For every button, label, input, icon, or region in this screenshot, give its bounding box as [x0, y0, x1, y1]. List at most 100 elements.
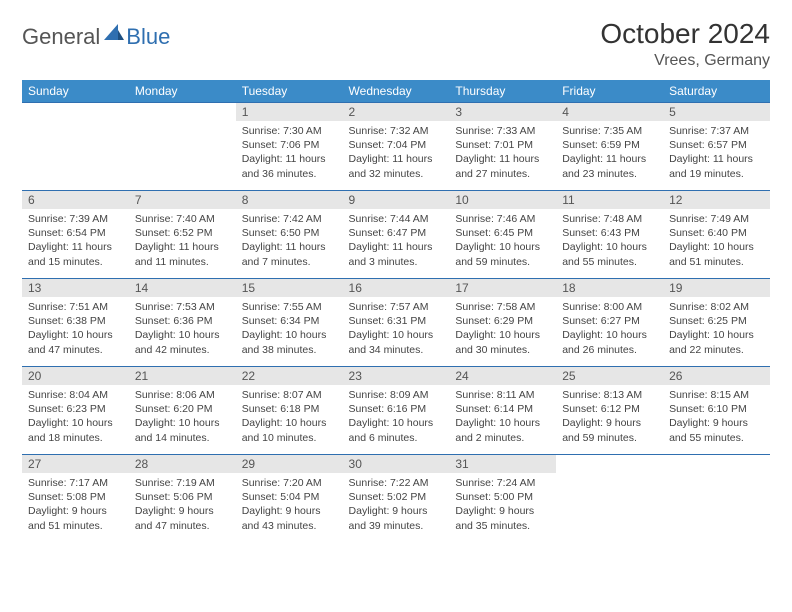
sunset-text: Sunset: 6:40 PM	[669, 226, 764, 240]
day-number: 9	[343, 191, 450, 209]
day-number: 8	[236, 191, 343, 209]
calendar-week-row: 13Sunrise: 7:51 AMSunset: 6:38 PMDayligh…	[22, 279, 770, 367]
day-details: Sunrise: 8:09 AMSunset: 6:16 PMDaylight:…	[343, 385, 450, 449]
sunrise-text: Sunrise: 7:44 AM	[349, 212, 444, 226]
sunrise-text: Sunrise: 7:24 AM	[455, 476, 550, 490]
sunset-text: Sunset: 6:27 PM	[562, 314, 657, 328]
day-number: 17	[449, 279, 556, 297]
title-block: October 2024 Vrees, Germany	[600, 18, 770, 70]
daylight-text: Daylight: 9 hours and 35 minutes.	[455, 504, 550, 532]
sunset-text: Sunset: 6:16 PM	[349, 402, 444, 416]
day-details: Sunrise: 7:46 AMSunset: 6:45 PMDaylight:…	[449, 209, 556, 273]
calendar-day-cell: 16Sunrise: 7:57 AMSunset: 6:31 PMDayligh…	[343, 279, 450, 367]
calendar-day-cell: 15Sunrise: 7:55 AMSunset: 6:34 PMDayligh…	[236, 279, 343, 367]
sunrise-text: Sunrise: 7:51 AM	[28, 300, 123, 314]
day-number: 11	[556, 191, 663, 209]
daylight-text: Daylight: 9 hours and 39 minutes.	[349, 504, 444, 532]
header: General Blue October 2024 Vrees, Germany	[22, 18, 770, 70]
daylight-text: Daylight: 10 hours and 38 minutes.	[242, 328, 337, 356]
sunset-text: Sunset: 5:08 PM	[28, 490, 123, 504]
sunrise-text: Sunrise: 7:58 AM	[455, 300, 550, 314]
day-number: 13	[22, 279, 129, 297]
sunset-text: Sunset: 6:12 PM	[562, 402, 657, 416]
calendar-day-cell: 29Sunrise: 7:20 AMSunset: 5:04 PMDayligh…	[236, 455, 343, 543]
sunset-text: Sunset: 6:31 PM	[349, 314, 444, 328]
day-number: 15	[236, 279, 343, 297]
weekday-header: Tuesday	[236, 80, 343, 103]
day-details: Sunrise: 7:35 AMSunset: 6:59 PMDaylight:…	[556, 121, 663, 185]
calendar-day-cell	[663, 455, 770, 543]
sunrise-text: Sunrise: 7:42 AM	[242, 212, 337, 226]
day-number: 23	[343, 367, 450, 385]
sunrise-text: Sunrise: 7:17 AM	[28, 476, 123, 490]
calendar-table: Sunday Monday Tuesday Wednesday Thursday…	[22, 80, 770, 543]
day-number: 6	[22, 191, 129, 209]
day-details: Sunrise: 7:19 AMSunset: 5:06 PMDaylight:…	[129, 473, 236, 537]
sail-icon	[104, 24, 124, 42]
calendar-day-cell: 26Sunrise: 8:15 AMSunset: 6:10 PMDayligh…	[663, 367, 770, 455]
daylight-text: Daylight: 10 hours and 2 minutes.	[455, 416, 550, 444]
sunrise-text: Sunrise: 7:40 AM	[135, 212, 230, 226]
sunset-text: Sunset: 6:45 PM	[455, 226, 550, 240]
day-details: Sunrise: 7:32 AMSunset: 7:04 PMDaylight:…	[343, 121, 450, 185]
day-details: Sunrise: 7:44 AMSunset: 6:47 PMDaylight:…	[343, 209, 450, 273]
brand-logo: General Blue	[22, 18, 170, 50]
calendar-day-cell: 31Sunrise: 7:24 AMSunset: 5:00 PMDayligh…	[449, 455, 556, 543]
day-details: Sunrise: 7:55 AMSunset: 6:34 PMDaylight:…	[236, 297, 343, 361]
sunrise-text: Sunrise: 8:11 AM	[455, 388, 550, 402]
daylight-text: Daylight: 10 hours and 42 minutes.	[135, 328, 230, 356]
day-details: Sunrise: 7:51 AMSunset: 6:38 PMDaylight:…	[22, 297, 129, 361]
brand-part1: General	[22, 24, 100, 50]
day-details: Sunrise: 8:00 AMSunset: 6:27 PMDaylight:…	[556, 297, 663, 361]
day-number: 12	[663, 191, 770, 209]
calendar-day-cell	[22, 103, 129, 191]
day-details: Sunrise: 8:02 AMSunset: 6:25 PMDaylight:…	[663, 297, 770, 361]
day-number: 28	[129, 455, 236, 473]
calendar-day-cell: 11Sunrise: 7:48 AMSunset: 6:43 PMDayligh…	[556, 191, 663, 279]
sunset-text: Sunset: 6:47 PM	[349, 226, 444, 240]
sunset-text: Sunset: 6:38 PM	[28, 314, 123, 328]
daylight-text: Daylight: 11 hours and 23 minutes.	[562, 152, 657, 180]
sunrise-text: Sunrise: 8:06 AM	[135, 388, 230, 402]
day-number: 4	[556, 103, 663, 121]
day-details: Sunrise: 8:15 AMSunset: 6:10 PMDaylight:…	[663, 385, 770, 449]
sunset-text: Sunset: 6:43 PM	[562, 226, 657, 240]
calendar-week-row: 1Sunrise: 7:30 AMSunset: 7:06 PMDaylight…	[22, 103, 770, 191]
sunset-text: Sunset: 6:52 PM	[135, 226, 230, 240]
sunset-text: Sunset: 6:20 PM	[135, 402, 230, 416]
sunrise-text: Sunrise: 7:57 AM	[349, 300, 444, 314]
sunrise-text: Sunrise: 7:20 AM	[242, 476, 337, 490]
weekday-header: Friday	[556, 80, 663, 103]
calendar-week-row: 20Sunrise: 8:04 AMSunset: 6:23 PMDayligh…	[22, 367, 770, 455]
calendar-day-cell: 13Sunrise: 7:51 AMSunset: 6:38 PMDayligh…	[22, 279, 129, 367]
sunrise-text: Sunrise: 7:48 AM	[562, 212, 657, 226]
day-number: 7	[129, 191, 236, 209]
weekday-header-row: Sunday Monday Tuesday Wednesday Thursday…	[22, 80, 770, 103]
calendar-week-row: 6Sunrise: 7:39 AMSunset: 6:54 PMDaylight…	[22, 191, 770, 279]
calendar-day-cell: 30Sunrise: 7:22 AMSunset: 5:02 PMDayligh…	[343, 455, 450, 543]
calendar-day-cell: 22Sunrise: 8:07 AMSunset: 6:18 PMDayligh…	[236, 367, 343, 455]
sunset-text: Sunset: 5:00 PM	[455, 490, 550, 504]
calendar-day-cell: 24Sunrise: 8:11 AMSunset: 6:14 PMDayligh…	[449, 367, 556, 455]
daylight-text: Daylight: 11 hours and 36 minutes.	[242, 152, 337, 180]
daylight-text: Daylight: 10 hours and 51 minutes.	[669, 240, 764, 268]
day-details: Sunrise: 8:06 AMSunset: 6:20 PMDaylight:…	[129, 385, 236, 449]
day-number: 1	[236, 103, 343, 121]
sunrise-text: Sunrise: 7:30 AM	[242, 124, 337, 138]
calendar-week-row: 27Sunrise: 7:17 AMSunset: 5:08 PMDayligh…	[22, 455, 770, 543]
calendar-day-cell: 10Sunrise: 7:46 AMSunset: 6:45 PMDayligh…	[449, 191, 556, 279]
day-number: 2	[343, 103, 450, 121]
calendar-day-cell: 3Sunrise: 7:33 AMSunset: 7:01 PMDaylight…	[449, 103, 556, 191]
day-details: Sunrise: 8:11 AMSunset: 6:14 PMDaylight:…	[449, 385, 556, 449]
sunset-text: Sunset: 5:02 PM	[349, 490, 444, 504]
daylight-text: Daylight: 11 hours and 7 minutes.	[242, 240, 337, 268]
sunrise-text: Sunrise: 8:15 AM	[669, 388, 764, 402]
day-number: 14	[129, 279, 236, 297]
sunset-text: Sunset: 6:10 PM	[669, 402, 764, 416]
daylight-text: Daylight: 11 hours and 15 minutes.	[28, 240, 123, 268]
daylight-text: Daylight: 11 hours and 19 minutes.	[669, 152, 764, 180]
daylight-text: Daylight: 9 hours and 43 minutes.	[242, 504, 337, 532]
calendar-day-cell: 5Sunrise: 7:37 AMSunset: 6:57 PMDaylight…	[663, 103, 770, 191]
weekday-header: Thursday	[449, 80, 556, 103]
day-details: Sunrise: 7:57 AMSunset: 6:31 PMDaylight:…	[343, 297, 450, 361]
